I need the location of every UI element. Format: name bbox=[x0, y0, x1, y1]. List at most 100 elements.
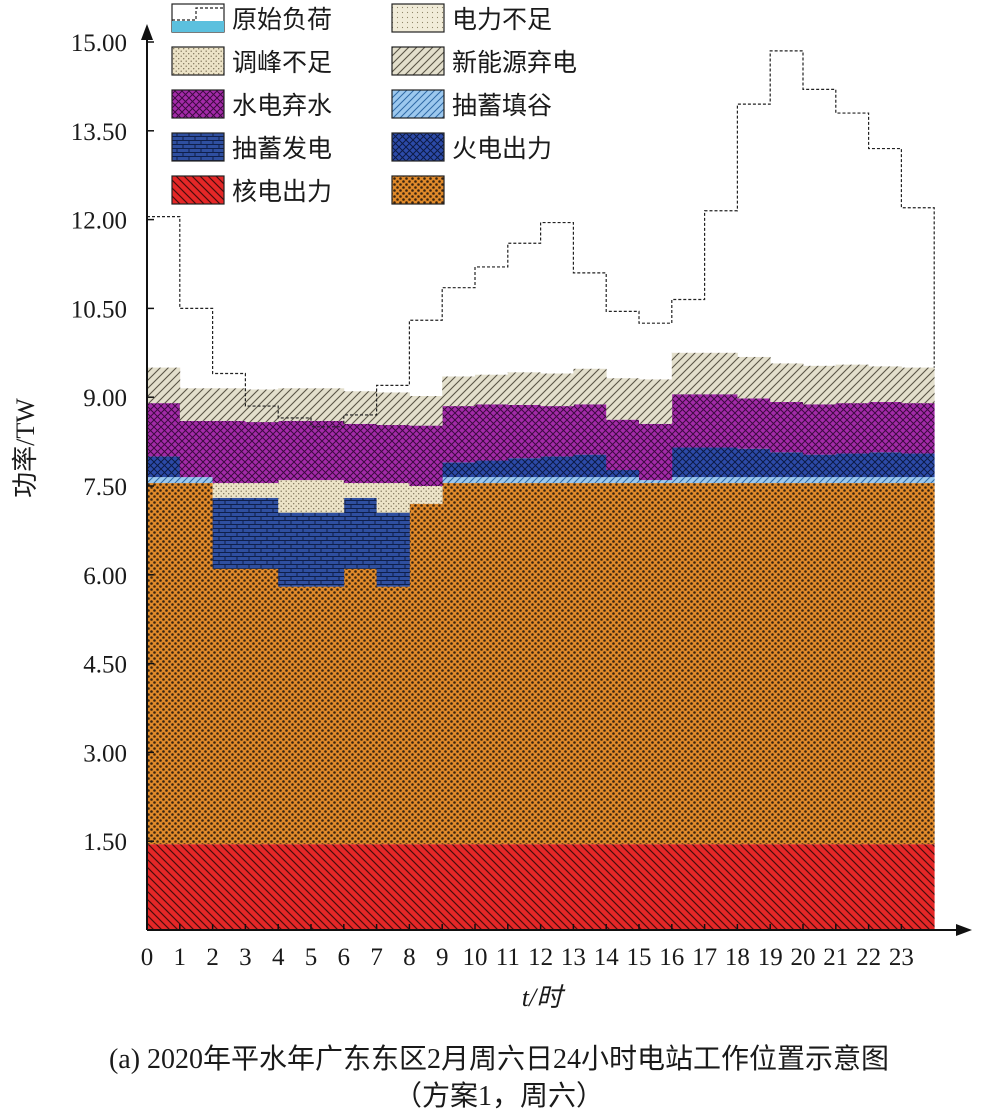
segment-火电出力-21 bbox=[835, 453, 869, 478]
caption-line-2: （方案1，周六） bbox=[393, 1081, 604, 1112]
segment-抽蓄填谷-1 bbox=[179, 477, 213, 484]
x-tick-label: 21 bbox=[823, 944, 848, 971]
segment-调峰不足-3 bbox=[245, 483, 279, 498]
segment-核电出力-0 bbox=[147, 844, 181, 930]
segment-核电出力-20 bbox=[803, 844, 837, 930]
segment-核电出力-23 bbox=[901, 844, 935, 930]
x-tick-label: 22 bbox=[856, 944, 881, 971]
legend-swatch bbox=[171, 175, 225, 205]
segment-核电出力-21 bbox=[835, 844, 869, 930]
caption-line-1: (a) 2020年平水年广东东区2月周六日24小时电站工作位置示意图 bbox=[108, 1044, 890, 1075]
segment-抽蓄填谷-15 bbox=[639, 480, 673, 484]
y-axis-arrow bbox=[141, 24, 153, 40]
segment-新能源弃电-7 bbox=[376, 392, 410, 426]
segment-核电出力-12 bbox=[540, 844, 574, 930]
legend-swatch bbox=[171, 89, 225, 119]
segment-抽蓄填谷-18 bbox=[737, 477, 771, 484]
legend-item: 水电弃水 bbox=[171, 89, 332, 120]
segment-核电出力-8 bbox=[409, 844, 443, 930]
series-unlabeled bbox=[147, 483, 935, 845]
legend-label: 火电出力 bbox=[452, 134, 552, 163]
segment-火电出力-14 bbox=[606, 470, 640, 478]
y-tick-label: 12.00 bbox=[71, 208, 127, 235]
segment-水电弃水-5 bbox=[311, 420, 345, 481]
segment-unlabeled-15 bbox=[639, 483, 673, 845]
segment-unlabeled-23 bbox=[901, 483, 935, 845]
x-axis-arrow bbox=[956, 924, 972, 936]
x-tick-label: 14 bbox=[594, 944, 620, 971]
segment-核电出力-17 bbox=[704, 844, 738, 930]
segment-新能源弃电-20 bbox=[803, 365, 837, 405]
legend-item: 新能源弃电 bbox=[391, 46, 577, 77]
y-tick-label: 13.50 bbox=[71, 119, 127, 146]
segment-水电弃水-21 bbox=[835, 403, 869, 454]
segment-新能源弃电-16 bbox=[671, 352, 705, 395]
legend-swatch-fill bbox=[172, 21, 224, 32]
segment-调峰不足-2 bbox=[212, 483, 246, 498]
x-tick-label: 11 bbox=[496, 944, 520, 971]
segment-unlabeled-6 bbox=[343, 568, 377, 845]
segment-核电出力-5 bbox=[311, 844, 345, 930]
y-tick-label: 7.50 bbox=[83, 474, 127, 501]
legend-swatch bbox=[171, 132, 225, 162]
segment-火电出力-10 bbox=[475, 460, 509, 478]
legend-item: 抽蓄发电 bbox=[171, 132, 332, 163]
segment-调峰不足-7 bbox=[376, 483, 410, 513]
segment-unlabeled-9 bbox=[442, 483, 476, 845]
segment-抽蓄发电-7 bbox=[376, 512, 410, 587]
segment-火电出力-20 bbox=[803, 454, 837, 478]
segment-火电出力-9 bbox=[442, 462, 476, 478]
x-axis-title: t/时 bbox=[522, 983, 566, 1012]
x-tick-label: 15 bbox=[627, 944, 652, 971]
y-tick-label: 1.50 bbox=[83, 829, 127, 856]
segment-调峰不足-4 bbox=[278, 480, 312, 513]
segment-水电弃水-14 bbox=[606, 419, 640, 471]
segment-新能源弃电-10 bbox=[475, 374, 509, 405]
segment-核电出力-11 bbox=[507, 844, 541, 930]
legend-label: 水电弃水 bbox=[232, 91, 332, 120]
x-tick-label: 4 bbox=[272, 944, 285, 971]
legend-swatch bbox=[391, 175, 445, 205]
segment-火电出力-0 bbox=[147, 456, 181, 478]
segment-抽蓄填谷-14 bbox=[606, 477, 640, 484]
legend-item: 电力不足 bbox=[391, 3, 552, 34]
segment-抽蓄填谷-11 bbox=[507, 477, 541, 484]
segment-火电出力-17 bbox=[704, 447, 738, 478]
segment-抽蓄填谷-0 bbox=[147, 477, 181, 484]
legend-label: 原始负荷 bbox=[232, 5, 332, 34]
legend-item bbox=[391, 175, 445, 205]
x-tick-label: 5 bbox=[305, 944, 318, 971]
segment-水电弃水-17 bbox=[704, 394, 738, 448]
segment-水电弃水-23 bbox=[901, 403, 935, 454]
segment-unlabeled-22 bbox=[868, 483, 902, 845]
segment-核电出力-1 bbox=[179, 844, 213, 930]
x-ticks: 0 1 2 3 4 5 6 7 8 9 10 11 12 13 14 15 16 17 18 19 20 21 22 23 bbox=[141, 924, 914, 971]
x-tick-label: 8 bbox=[403, 944, 416, 971]
legend-label: 核电出力 bbox=[232, 177, 332, 206]
segment-新能源弃电-4 bbox=[278, 388, 312, 421]
x-tick-label: 6 bbox=[338, 944, 351, 971]
legend-label: 调峰不足 bbox=[232, 48, 332, 77]
segment-新能源弃电-5 bbox=[311, 388, 345, 421]
segment-火电出力-13 bbox=[573, 454, 607, 478]
segment-unlabeled-1 bbox=[179, 483, 213, 845]
legend-item: 抽蓄填谷 bbox=[391, 89, 552, 120]
segment-核电出力-3 bbox=[245, 844, 279, 930]
segment-核电出力-2 bbox=[212, 844, 246, 930]
x-tick-label: 0 bbox=[141, 944, 154, 971]
segment-水电弃水-19 bbox=[770, 401, 804, 453]
segment-水电弃水-1 bbox=[179, 420, 213, 478]
y-tick-label: 6.00 bbox=[83, 563, 127, 590]
segment-unlabeled-14 bbox=[606, 483, 640, 845]
series-layer bbox=[147, 352, 935, 930]
legend-item: 核电出力 bbox=[171, 175, 332, 206]
y-tick-label: 15.00 bbox=[71, 30, 127, 57]
segment-抽蓄填谷-9 bbox=[442, 477, 476, 484]
segment-新能源弃电-15 bbox=[639, 379, 673, 424]
segment-抽蓄填谷-16 bbox=[671, 477, 705, 484]
y-axis-title: 功率/TW bbox=[11, 398, 40, 498]
segment-unlabeled-17 bbox=[704, 483, 738, 845]
segment-核电出力-6 bbox=[343, 844, 377, 930]
series-核电出力 bbox=[147, 844, 935, 930]
legend-item: 调峰不足 bbox=[171, 46, 332, 77]
